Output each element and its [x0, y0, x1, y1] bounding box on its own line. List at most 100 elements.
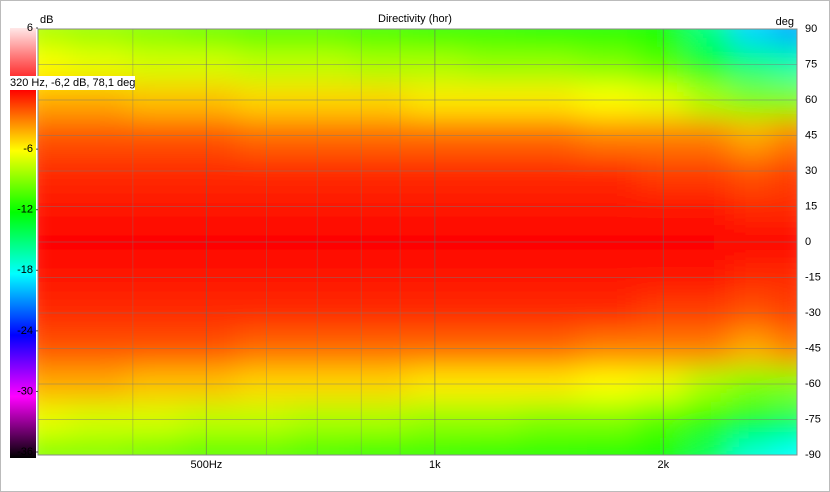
- heat-cell: [181, 401, 237, 438]
- heat-cell: [773, 366, 797, 403]
- colorbar-tick-label: -36: [17, 446, 33, 458]
- heat-cell: [686, 46, 731, 83]
- heat-cell: [773, 153, 797, 190]
- heat-cell: [38, 259, 69, 296]
- heat-cell: [773, 29, 797, 48]
- heat-cell: [127, 46, 183, 83]
- heat-cell: [520, 153, 579, 190]
- heat-cell: [349, 82, 409, 119]
- heat-cell: [577, 366, 638, 403]
- heat-cell: [349, 117, 409, 154]
- heat-cell: [520, 295, 579, 332]
- heat-cell: [773, 82, 797, 119]
- heat-cell: [729, 46, 774, 83]
- heat-cell: [636, 437, 687, 455]
- heat-cell: [291, 46, 350, 83]
- heat-cell: [636, 153, 687, 190]
- heat-cell: [686, 117, 731, 154]
- heat-cell: [127, 224, 183, 261]
- y-tick-label: -60: [805, 378, 821, 390]
- heat-cell: [577, 259, 638, 296]
- chart-title: Directivity (hor): [378, 13, 452, 25]
- heat-cell: [68, 153, 128, 190]
- heat-cell: [520, 188, 579, 225]
- heat-cell: [127, 82, 183, 119]
- heat-cell: [68, 188, 128, 225]
- heat-cell: [577, 153, 638, 190]
- heat-cell: [291, 224, 350, 261]
- heat-cell: [729, 437, 774, 455]
- heat-cell: [291, 366, 350, 403]
- heat-cell: [127, 295, 183, 332]
- heat-cell: [38, 330, 69, 367]
- heat-cell: [636, 46, 687, 83]
- heat-cell: [68, 366, 128, 403]
- heat-cell: [686, 295, 731, 332]
- heat-cell: [408, 366, 466, 403]
- colorbar-tick-label: -24: [17, 325, 33, 337]
- heat-cell: [38, 29, 69, 48]
- x-tick-label: 1k: [429, 459, 441, 471]
- heat-cell: [577, 295, 638, 332]
- heat-cell: [127, 366, 183, 403]
- heat-cell: [577, 330, 638, 367]
- heat-cell: [181, 437, 237, 455]
- y-tick-label: 0: [805, 236, 811, 248]
- heat-cell: [577, 29, 638, 48]
- heat-cell: [349, 29, 409, 48]
- heat-cell: [577, 46, 638, 83]
- x-tick-label: 2k: [658, 459, 670, 471]
- heat-cell: [408, 437, 466, 455]
- colorbar-label: dB: [40, 14, 53, 26]
- heat-cell: [773, 401, 797, 438]
- heat-cell: [38, 437, 69, 455]
- heat-cell: [349, 295, 409, 332]
- heat-cell: [464, 437, 521, 455]
- heat-cell: [636, 82, 687, 119]
- colorbar-tick-label: -30: [17, 385, 33, 397]
- annotation-box: [8, 76, 135, 90]
- heat-cell: [127, 188, 183, 225]
- heat-cell: [520, 29, 579, 48]
- heat-cell: [636, 366, 687, 403]
- heat-cell: [181, 224, 237, 261]
- heat-cell: [127, 330, 183, 367]
- heat-cell: [408, 401, 466, 438]
- heat-cell: [773, 46, 797, 83]
- heat-cell: [408, 29, 466, 48]
- y-tick-label: -75: [805, 413, 821, 425]
- heat-cell: [408, 188, 466, 225]
- heat-cell: [127, 259, 183, 296]
- heat-cell: [236, 224, 293, 261]
- heat-cell: [686, 188, 731, 225]
- heat-cell: [38, 117, 69, 154]
- heat-cell: [349, 401, 409, 438]
- heat-cell: [686, 29, 731, 48]
- heat-cell: [236, 82, 293, 119]
- heat-cell: [636, 29, 687, 48]
- heat-cell: [464, 29, 521, 48]
- heat-cell: [636, 259, 687, 296]
- y-tick-label: 15: [805, 200, 817, 212]
- heat-cell: [127, 117, 183, 154]
- heat-cell: [38, 295, 69, 332]
- y-tick-label: -45: [805, 342, 821, 354]
- heat-cell: [68, 29, 128, 48]
- heat-cell: [464, 117, 521, 154]
- heat-cell: [636, 117, 687, 154]
- colorbar-tick-label: 6: [27, 22, 33, 34]
- heat-cell: [464, 224, 521, 261]
- heat-cell: [636, 224, 687, 261]
- heat-cell: [236, 295, 293, 332]
- heat-cell: [181, 46, 237, 83]
- heat-cell: [520, 330, 579, 367]
- y-axis-label: deg: [776, 16, 794, 28]
- heat-cell: [181, 366, 237, 403]
- heat-cell: [520, 117, 579, 154]
- heat-cell: [291, 188, 350, 225]
- heat-cell: [68, 401, 128, 438]
- heat-cell: [686, 153, 731, 190]
- y-tick-label: -15: [805, 271, 821, 283]
- heat-cell: [38, 153, 69, 190]
